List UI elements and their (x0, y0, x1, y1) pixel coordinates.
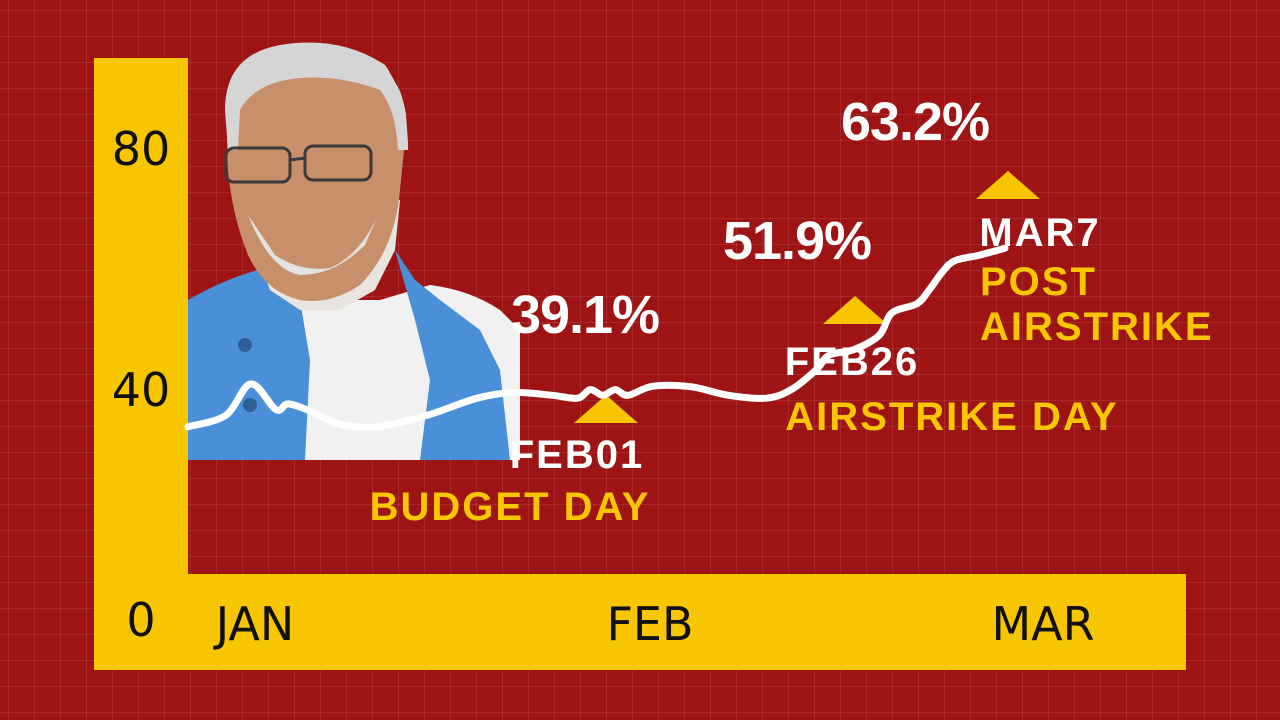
event-markers (574, 171, 1040, 423)
event-label-mar7-0: POST (980, 260, 1097, 304)
event-label-feb01-0: BUDGET DAY (370, 485, 651, 529)
y-tick-label-80: 80 (112, 122, 171, 176)
person-portrait-icon (188, 42, 520, 460)
event-label-mar7-1: AIRSTRIKE (980, 305, 1214, 349)
series-line-path (184, 244, 1009, 431)
marker-triangle-feb01 (574, 395, 638, 423)
value-label-feb26: 51.9% (723, 211, 871, 271)
x-tick-label-mar: MAR (991, 597, 1094, 651)
marker-triangle-mar7 (976, 171, 1040, 199)
y-tick-label-40: 40 (112, 363, 171, 417)
y-axis-band (94, 58, 188, 670)
date-label-mar7: MAR7 (979, 211, 1100, 255)
event-label-feb26-0: AIRSTRIKE DAY (785, 395, 1118, 439)
value-label-feb01: 39.1% (511, 285, 659, 345)
y-tick-label-0: 0 (126, 593, 155, 647)
date-label-feb01: FEB01 (510, 433, 645, 477)
annotations: 39.1% FEB01 BUDGET DAY 51.9% FEB26 AIRSTRIKE … (370, 92, 1214, 529)
x-tick-label-feb: FEB (606, 597, 693, 651)
value-label-mar7: 63.2% (841, 92, 989, 152)
x-axis-band (94, 574, 1186, 670)
series-line (184, 244, 1009, 431)
date-label-feb26: FEB26 (785, 340, 920, 384)
tick-labels: 0 40 80 JAN FEB MAR (112, 122, 1095, 651)
marker-triangle-feb26 (823, 296, 887, 324)
x-tick-label-jan: JAN (213, 597, 295, 651)
